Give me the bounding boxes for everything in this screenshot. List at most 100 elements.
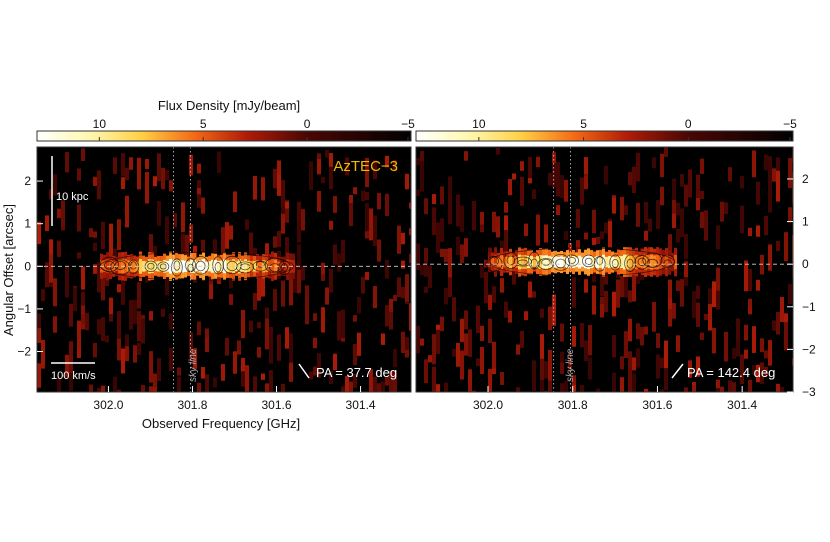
noise-streak bbox=[273, 168, 277, 189]
noise-streak bbox=[460, 205, 464, 232]
y-tick-label: −3 bbox=[802, 385, 816, 399]
noise-streak bbox=[109, 297, 113, 315]
noise-streak bbox=[161, 167, 165, 190]
noise-streak bbox=[229, 294, 233, 305]
noise-streak bbox=[101, 221, 105, 250]
noise-streak bbox=[428, 355, 432, 363]
noise-streak bbox=[321, 262, 325, 275]
noise-streak bbox=[504, 215, 508, 236]
noise-streak bbox=[528, 281, 532, 298]
colorbar-left bbox=[36, 130, 412, 142]
emission-core bbox=[238, 259, 242, 274]
noise-streak bbox=[416, 157, 420, 166]
noise-streak bbox=[313, 366, 317, 376]
noise-streak bbox=[684, 261, 688, 278]
noise-streak bbox=[632, 270, 636, 302]
noise-streak bbox=[580, 323, 584, 348]
noise-streak bbox=[424, 247, 428, 266]
noise-streak bbox=[764, 215, 768, 236]
contour bbox=[255, 261, 265, 268]
y-tick-label: 2 bbox=[24, 174, 31, 188]
pa-label-right: PA = 142.4 deg bbox=[687, 365, 775, 380]
noise-streak bbox=[137, 282, 141, 309]
noise-streak bbox=[197, 163, 201, 174]
noise-streak bbox=[744, 324, 748, 341]
emission-core bbox=[196, 261, 200, 271]
noise-streak bbox=[448, 248, 452, 278]
noise-streak bbox=[205, 328, 209, 352]
contour bbox=[646, 258, 659, 268]
noise-streak bbox=[788, 284, 792, 304]
noise-streak bbox=[740, 354, 744, 385]
x-tick-label: 301.6 bbox=[642, 398, 672, 412]
noise-streak bbox=[65, 152, 69, 173]
noise-streak bbox=[153, 176, 157, 187]
noise-streak bbox=[189, 154, 193, 176]
noise-streak bbox=[464, 238, 468, 257]
colorbar-tick-label: −5 bbox=[401, 117, 415, 131]
noise-streak bbox=[636, 323, 640, 340]
colorbar-left-ticks: 10 5 0 −5 bbox=[93, 117, 415, 141]
emission-core bbox=[145, 261, 149, 272]
noise-streak bbox=[676, 202, 680, 216]
noise-streak bbox=[756, 279, 760, 291]
contour bbox=[530, 258, 538, 269]
noise-streak bbox=[93, 176, 97, 187]
colorbar-tick-label: −5 bbox=[783, 117, 797, 131]
x-tick-label: 301.8 bbox=[177, 398, 207, 412]
emission-core bbox=[202, 259, 206, 274]
noise-streak bbox=[780, 386, 784, 392]
noise-streak bbox=[576, 240, 580, 260]
noise-streak bbox=[504, 202, 508, 213]
noise-streak bbox=[572, 375, 576, 387]
noise-streak bbox=[572, 277, 576, 308]
noise-streak bbox=[748, 227, 752, 237]
emission-core bbox=[551, 256, 555, 268]
noise-streak bbox=[53, 316, 57, 333]
noise-streak bbox=[281, 204, 285, 234]
emission-core bbox=[494, 254, 498, 270]
noise-streak bbox=[65, 266, 69, 298]
contour bbox=[567, 256, 576, 264]
noise-streak bbox=[660, 186, 664, 206]
colorbar-tick-label: 0 bbox=[685, 117, 692, 131]
noise-streak bbox=[500, 278, 504, 293]
noise-streak bbox=[273, 236, 277, 248]
noise-streak bbox=[544, 361, 548, 379]
noise-streak bbox=[512, 173, 516, 180]
scale-kms-label: 100 km/s bbox=[51, 370, 96, 382]
noise-streak bbox=[680, 208, 684, 238]
noise-streak bbox=[456, 236, 460, 256]
emission-core bbox=[605, 256, 609, 268]
noise-streak bbox=[592, 209, 596, 234]
contour bbox=[192, 256, 210, 275]
noise-streak bbox=[632, 166, 636, 194]
noise-streak bbox=[612, 372, 616, 392]
noise-streak bbox=[592, 285, 596, 315]
noise-streak bbox=[285, 201, 289, 209]
x-tick-label: 301.4 bbox=[727, 398, 757, 412]
noise-streak bbox=[125, 334, 129, 347]
noise-streak bbox=[229, 267, 233, 289]
noise-streak bbox=[93, 343, 97, 358]
noise-streak bbox=[516, 387, 520, 392]
emission-core bbox=[578, 255, 582, 269]
noise-streak bbox=[676, 228, 680, 243]
noise-streak bbox=[321, 176, 325, 184]
colorbar-tick-label: 10 bbox=[93, 117, 107, 131]
noise-streak bbox=[700, 158, 704, 174]
noise-streak bbox=[265, 318, 269, 350]
noise-streak bbox=[101, 317, 105, 342]
noise-streak bbox=[504, 301, 508, 318]
noise-streak bbox=[420, 161, 424, 192]
emission-core bbox=[491, 257, 495, 267]
noise-streak bbox=[584, 232, 588, 240]
noise-streak bbox=[281, 383, 285, 392]
noise-streak bbox=[373, 160, 377, 180]
noise-streak bbox=[776, 240, 780, 252]
noise-streak bbox=[97, 319, 101, 335]
noise-streak bbox=[313, 337, 317, 349]
noise-streak bbox=[253, 248, 257, 262]
noise-streak bbox=[588, 357, 592, 380]
noise-streak bbox=[548, 172, 552, 186]
